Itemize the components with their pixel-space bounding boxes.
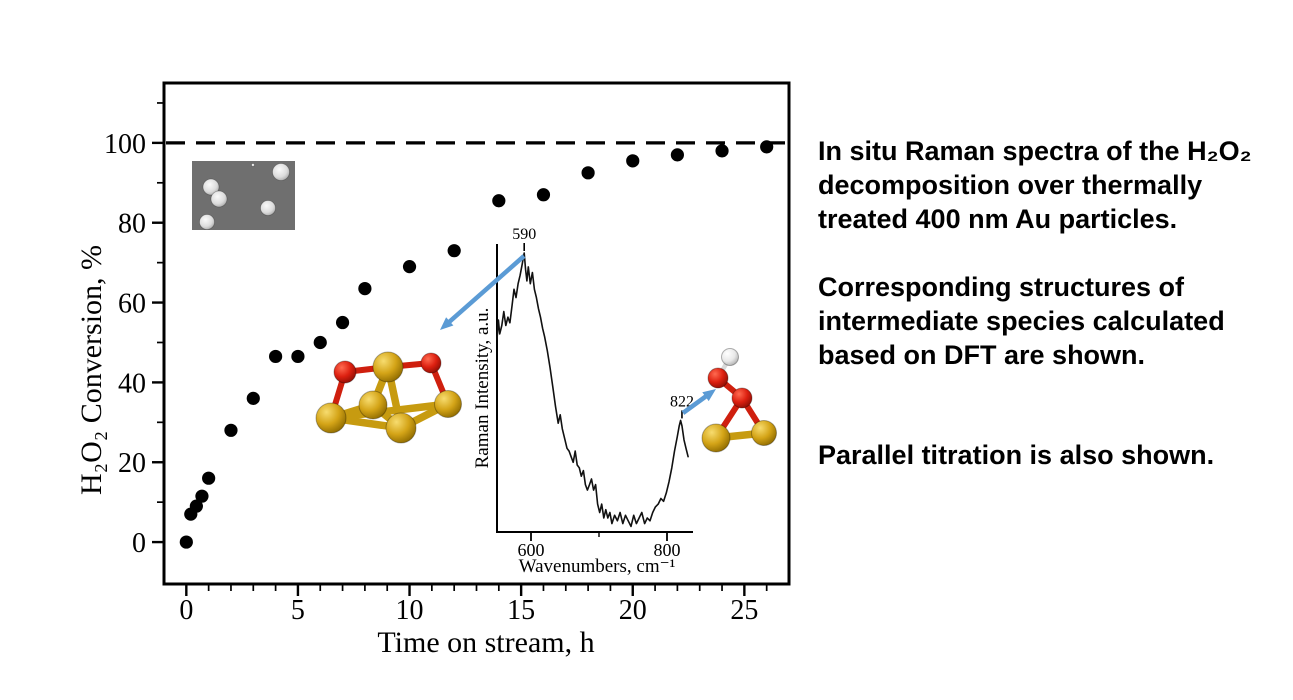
peak-label: 590: [512, 226, 536, 243]
arrow-head: [702, 389, 716, 402]
atom-o: [333, 360, 357, 384]
sem-particle: [260, 200, 276, 216]
dft-structures: [315, 348, 777, 453]
atom-au: [751, 420, 777, 446]
data-point: [335, 315, 350, 330]
x-tick-label: 10: [396, 595, 424, 626]
sem-micrograph-inset: [192, 161, 295, 230]
molecule-au-ooh: [701, 348, 777, 453]
y-tick-label: 0: [132, 528, 146, 559]
caption-line: decomposition over thermally: [818, 170, 1203, 200]
data-point: [760, 140, 774, 154]
atom-au: [315, 402, 347, 434]
raman-spectrum: 600 800 590 822: [496, 226, 694, 560]
caption-line: Parallel titration is also shown.: [818, 440, 1215, 470]
caption-line: based on DFT are shown.: [818, 340, 1146, 370]
data-point: [269, 349, 283, 364]
y-tick-label: 100: [104, 129, 146, 160]
caption-line: intermediate species calculated: [818, 306, 1225, 336]
data-point: [358, 281, 372, 296]
sem-particle: [272, 163, 290, 181]
y-tick-label: 40: [118, 368, 146, 399]
bond: [327, 400, 452, 422]
data-point: [224, 423, 238, 437]
arrow-shaft: [681, 393, 710, 415]
data-point: [291, 349, 305, 364]
atom-au: [372, 351, 404, 383]
raman-x-tick-label: 600: [518, 540, 545, 560]
raman-x-tick-label: 800: [654, 540, 681, 560]
data-point: [670, 148, 684, 162]
atom-o: [420, 352, 442, 374]
sem-particle: [202, 178, 220, 196]
molecule-au-cluster: [315, 351, 462, 444]
x-tick-label: 0: [179, 595, 193, 626]
y-tick-label: 60: [118, 289, 146, 320]
raman-x-axis-title: Wavenumbers, cm⁻¹: [519, 556, 676, 577]
x-tick-label: 25: [730, 595, 758, 626]
atom-o: [707, 367, 729, 389]
raman-inset: 600 800 590 822 Wavenumbers, cm⁻¹ Raman Int…: [472, 226, 694, 577]
x-axis-title: Time on stream, h: [377, 626, 594, 659]
caption-line: Corresponding structures of: [818, 272, 1185, 302]
caption-paragraph-3: Parallel titration is also shown.: [818, 438, 1288, 472]
data-point: [189, 499, 203, 513]
caption-line: treated 400 nm Au particles.: [818, 204, 1178, 234]
data-point: [313, 335, 327, 350]
sem-particle: [199, 214, 215, 230]
annotation-arrows: [440, 254, 716, 415]
x-tick-label: 15: [507, 595, 535, 626]
arrow-shaft: [446, 254, 526, 326]
atom-au: [385, 412, 417, 444]
raman-y-axis-title: Raman Intensity, a.u.: [472, 308, 493, 469]
arrow-head: [440, 317, 454, 330]
y-tick-label: 20: [118, 448, 146, 479]
data-point: [195, 489, 209, 503]
x-tick-label: 5: [291, 595, 305, 626]
data-point: [447, 244, 461, 258]
caption-paragraph-1: In situ Raman spectra of the H₂O₂ decomp…: [818, 134, 1288, 236]
raman-inset-axes: [496, 244, 693, 533]
y-axis-title: H₂O₂ Conversion, %: [75, 245, 108, 495]
data-point: [536, 188, 551, 202]
caption: In situ Raman spectra of the H₂O₂ decomp…: [818, 134, 1288, 472]
sem-particle: [251, 163, 255, 167]
atom-au: [701, 423, 731, 453]
atom-o: [731, 387, 753, 409]
data-point: [179, 535, 193, 549]
main-plot: 0 5 10 15 20 25 0 20 40 60 80 100: [104, 102, 787, 626]
atom-au: [358, 390, 388, 420]
peak-label: 822: [670, 393, 694, 410]
atom-au: [434, 390, 462, 418]
data-point: [581, 166, 595, 180]
x-tick-label: 20: [619, 595, 647, 626]
data-point: [402, 260, 417, 274]
data-point: [626, 154, 640, 168]
raman-spectrum-line: [496, 252, 689, 528]
data-point: [202, 471, 216, 485]
sem-particle: [210, 190, 228, 208]
atom-h: [721, 348, 739, 366]
caption-paragraph-2: Corresponding structures of intermediate…: [818, 270, 1288, 372]
caption-line: In situ Raman spectra of the H₂O₂: [818, 136, 1252, 166]
data-point: [715, 144, 729, 158]
data-point: [246, 391, 260, 405]
y-tick-label: 80: [118, 209, 146, 240]
data-point: [492, 194, 506, 208]
